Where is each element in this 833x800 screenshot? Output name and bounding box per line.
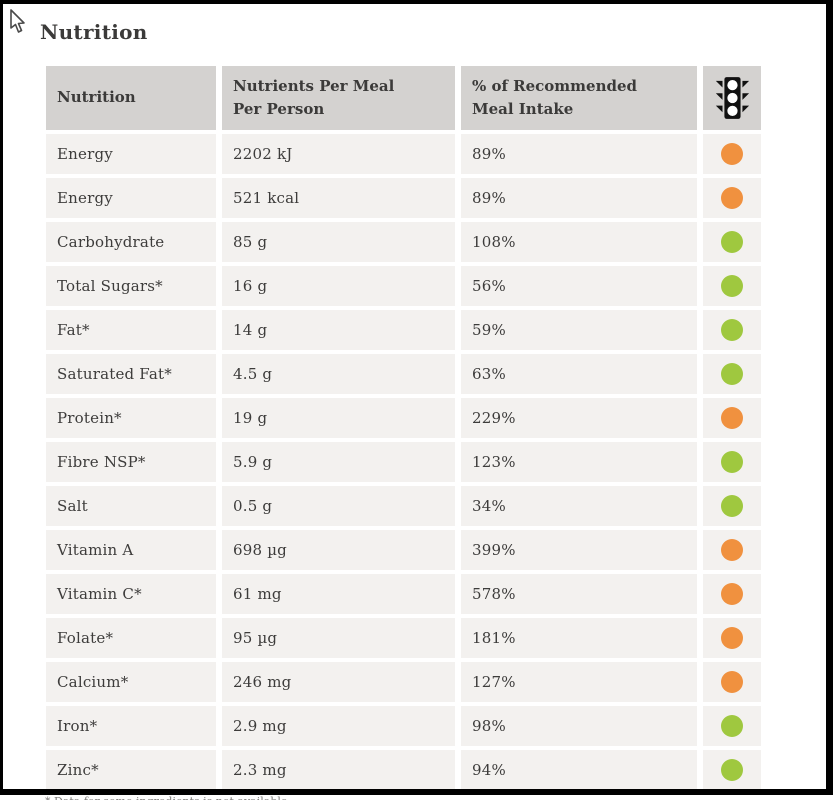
nutrient-name-cell: Vitamin C*	[46, 574, 216, 614]
traffic-light-dot-orange	[721, 187, 743, 209]
nutrient-name-cell: Energy	[46, 178, 216, 218]
nutrient-amount-cell: 2.3 mg	[222, 750, 455, 789]
nutrient-name-cell: Zinc*	[46, 750, 216, 789]
traffic-light-dot-orange	[721, 671, 743, 693]
traffic-light-cell	[703, 398, 761, 438]
nutrient-percent-cell: 59%	[461, 310, 697, 350]
traffic-light-cell	[703, 266, 761, 306]
traffic-light-icon	[715, 77, 750, 119]
nutrient-amount-cell: 16 g	[222, 266, 455, 306]
nutrient-amount-cell: 521 kcal	[222, 178, 455, 218]
nutrient-percent-cell: 181%	[461, 618, 697, 658]
traffic-light-cell	[703, 530, 761, 570]
nutrient-name-cell: Protein*	[46, 398, 216, 438]
traffic-light-dot-green	[721, 231, 743, 253]
header-percent-recommended: % of Recommended Meal Intake	[461, 66, 697, 130]
traffic-light-cell	[703, 178, 761, 218]
nutrient-name-cell: Total Sugars*	[46, 266, 216, 306]
nutrient-name-cell: Calcium*	[46, 662, 216, 702]
mouse-cursor-icon	[10, 9, 25, 33]
nutrient-amount-cell: 0.5 g	[222, 486, 455, 526]
nutrient-name-cell: Carbohydrate	[46, 222, 216, 262]
nutrient-percent-cell: 89%	[461, 178, 697, 218]
nutrient-amount-cell: 14 g	[222, 310, 455, 350]
nutrient-amount-cell: 61 mg	[222, 574, 455, 614]
traffic-light-dot-orange	[721, 407, 743, 429]
traffic-light-dot-orange	[721, 627, 743, 649]
nutrient-amount-cell: 19 g	[222, 398, 455, 438]
nutrient-percent-cell: 34%	[461, 486, 697, 526]
nutrient-amount-cell: 2.9 mg	[222, 706, 455, 746]
nutrient-name-cell: Vitamin A	[46, 530, 216, 570]
nutrient-amount-cell: 4.5 g	[222, 354, 455, 394]
nutrient-percent-cell: 229%	[461, 398, 697, 438]
nutrient-percent-cell: 578%	[461, 574, 697, 614]
nutrient-name-cell: Fat*	[46, 310, 216, 350]
nutrient-amount-cell: 5.9 g	[222, 442, 455, 482]
traffic-light-dot-green	[721, 759, 743, 781]
nutrient-percent-cell: 98%	[461, 706, 697, 746]
nutrient-amount-cell: 2202 kJ	[222, 134, 455, 174]
traffic-light-cell	[703, 134, 761, 174]
traffic-light-dot-green	[721, 451, 743, 473]
traffic-light-cell	[703, 486, 761, 526]
traffic-light-cell	[703, 222, 761, 262]
nutrient-percent-cell: 89%	[461, 134, 697, 174]
nutrient-percent-cell: 399%	[461, 530, 697, 570]
footnote-text: * Data for some ingredients is not avail…	[45, 795, 287, 800]
nutrient-amount-cell: 698 µg	[222, 530, 455, 570]
traffic-light-dot-green	[721, 275, 743, 297]
nutrient-name-cell: Salt	[46, 486, 216, 526]
traffic-light-dot-green	[721, 319, 743, 341]
header-nutrition: Nutrition	[46, 66, 216, 130]
nutrition-table: Nutrition Nutrients Per Meal Per Person …	[46, 66, 761, 789]
traffic-light-dot-green	[721, 363, 743, 385]
traffic-light-dot-green	[721, 495, 743, 517]
nutrient-amount-cell: 95 µg	[222, 618, 455, 658]
nutrient-name-cell: Iron*	[46, 706, 216, 746]
nutrient-name-cell: Folate*	[46, 618, 216, 658]
nutrient-percent-cell: 108%	[461, 222, 697, 262]
header-nutrients-per-meal: Nutrients Per Meal Per Person	[222, 66, 455, 130]
traffic-light-cell	[703, 310, 761, 350]
nutrient-amount-cell: 85 g	[222, 222, 455, 262]
header-traffic-light	[703, 66, 761, 130]
nutrient-percent-cell: 127%	[461, 662, 697, 702]
nutrient-percent-cell: 56%	[461, 266, 697, 306]
traffic-light-cell	[703, 706, 761, 746]
nutrient-name-cell: Saturated Fat*	[46, 354, 216, 394]
traffic-light-cell	[703, 662, 761, 702]
nutrient-percent-cell: 63%	[461, 354, 697, 394]
traffic-light-cell	[703, 354, 761, 394]
nutrient-percent-cell: 94%	[461, 750, 697, 789]
traffic-light-dot-orange	[721, 143, 743, 165]
traffic-light-cell	[703, 618, 761, 658]
nutrient-name-cell: Fibre NSP*	[46, 442, 216, 482]
traffic-light-dot-green	[721, 715, 743, 737]
nutrient-name-cell: Energy	[46, 134, 216, 174]
traffic-light-dot-orange	[721, 539, 743, 561]
traffic-light-dot-orange	[721, 583, 743, 605]
page-content: Nutrition Nutrition Nutrients Per Meal P…	[3, 4, 826, 789]
footnote-strip: * Data for some ingredients is not avail…	[0, 795, 833, 800]
page-title: Nutrition	[40, 20, 148, 44]
traffic-light-cell	[703, 750, 761, 789]
nutrient-amount-cell: 246 mg	[222, 662, 455, 702]
nutrient-percent-cell: 123%	[461, 442, 697, 482]
traffic-light-cell	[703, 574, 761, 614]
traffic-light-cell	[703, 442, 761, 482]
